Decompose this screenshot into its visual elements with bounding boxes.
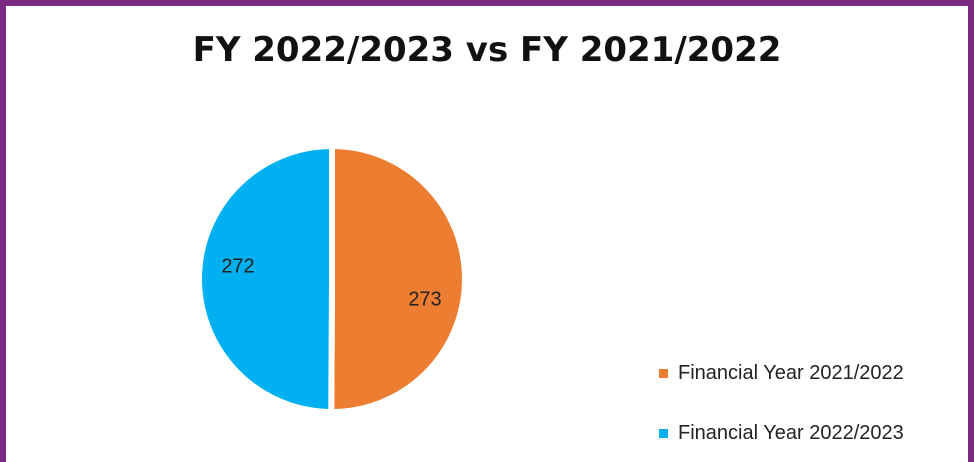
chart-title: FY 2022/2023 vs FY 2021/2022 xyxy=(192,30,782,70)
legend-label-fy-2021-2022: Financial Year 2021/2022 xyxy=(678,362,904,384)
legend-swatch-fy-2022-2023 xyxy=(659,429,668,438)
legend-label-fy-2022-2023: Financial Year 2022/2023 xyxy=(678,422,904,444)
legend-item-fy-2021-2022: Financial Year 2021/2022 xyxy=(659,362,904,385)
pie-slice-fy-2021-2022 xyxy=(328,142,468,415)
data-label-fy-2021-2022: 273 xyxy=(408,288,441,310)
legend-swatch-fy-2021-2022 xyxy=(659,369,668,378)
legend-item-fy-2022-2023: Financial Year 2022/2023 xyxy=(659,422,904,445)
pie-slice-fy-2022-2023 xyxy=(195,142,335,416)
data-label-fy-2022-2023: 272 xyxy=(221,255,254,277)
